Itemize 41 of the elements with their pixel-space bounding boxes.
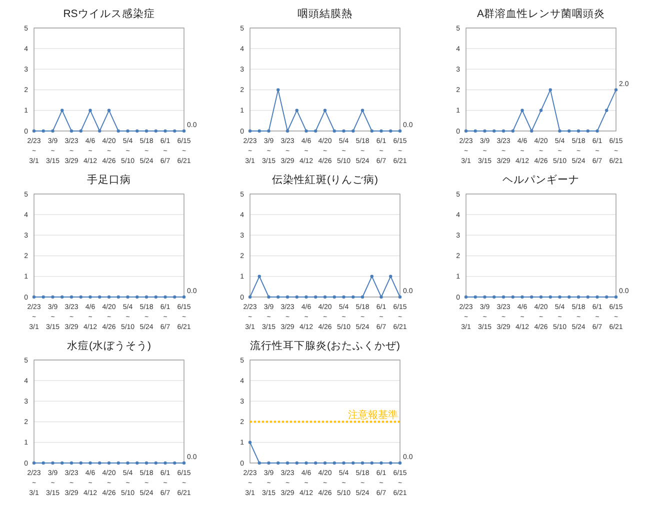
point xyxy=(342,129,346,133)
point xyxy=(586,129,590,133)
point xyxy=(370,129,374,133)
point xyxy=(304,129,308,133)
point xyxy=(596,129,599,133)
point xyxy=(520,108,524,112)
point xyxy=(539,108,543,112)
point xyxy=(360,108,364,112)
chart-title: A群溶血性レンサ菌咽頭炎 xyxy=(476,7,606,20)
point xyxy=(568,129,571,133)
point xyxy=(558,129,562,133)
chart-title: ヘルパンギーナ xyxy=(502,174,580,186)
point xyxy=(511,129,514,133)
point xyxy=(314,129,318,133)
point xyxy=(605,108,608,112)
point xyxy=(576,129,580,133)
point xyxy=(398,129,402,133)
point xyxy=(483,129,486,133)
point xyxy=(614,88,618,92)
point xyxy=(380,129,383,133)
point xyxy=(267,129,270,133)
point xyxy=(323,108,327,112)
point xyxy=(295,108,298,112)
point xyxy=(530,129,534,133)
point xyxy=(492,129,496,133)
point xyxy=(474,129,477,133)
chart-title: 伝染性紅斑(りんご病) xyxy=(272,173,378,186)
point xyxy=(332,129,336,133)
chart-title: 手足口病 xyxy=(87,173,131,186)
point xyxy=(389,129,392,133)
chart-title: RSウイルス感染症 xyxy=(63,7,155,20)
chart-title: 咽頭結膜熱 xyxy=(298,7,352,20)
point xyxy=(286,129,290,133)
point xyxy=(276,88,280,92)
ref-line-label: 注意報基準 xyxy=(348,408,398,421)
point xyxy=(258,129,261,133)
chart-title: 水痘(水ぼうそう) xyxy=(67,339,151,352)
chart-title: 流行性耳下腺炎(おたふくかぜ) xyxy=(250,339,400,352)
point xyxy=(548,88,552,92)
point xyxy=(352,129,355,133)
point xyxy=(502,129,506,133)
